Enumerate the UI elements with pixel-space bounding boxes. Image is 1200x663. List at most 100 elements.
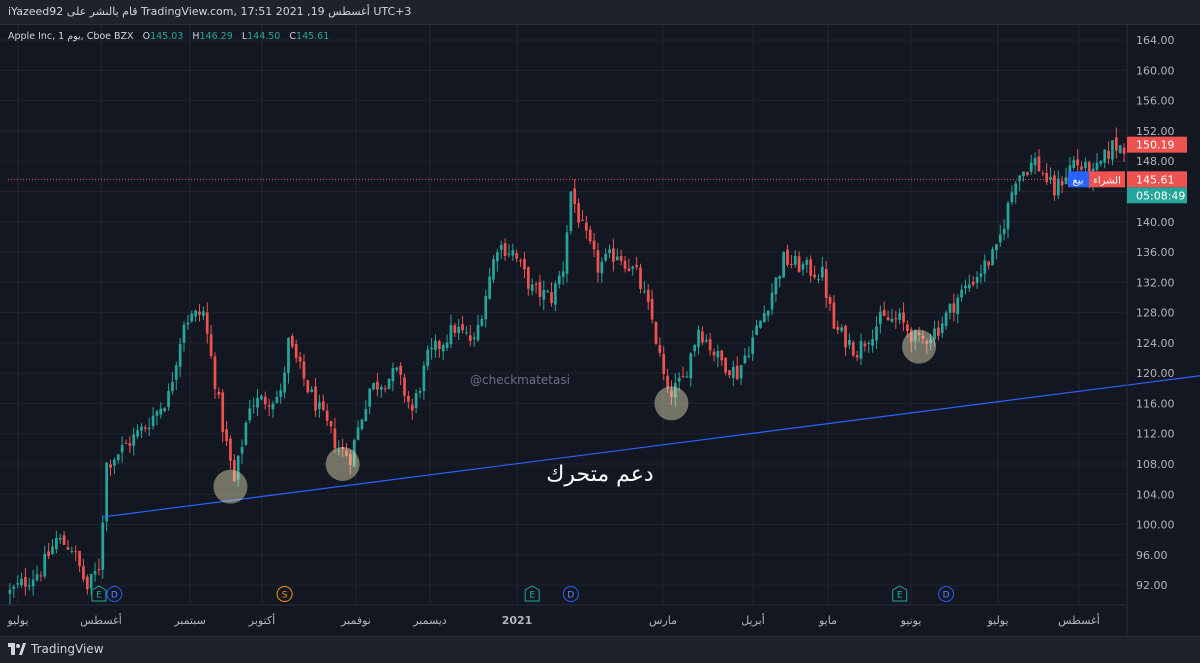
- support-touch-marker: [213, 469, 248, 504]
- candle-body: [960, 289, 963, 298]
- candle-body: [940, 323, 944, 334]
- legend: Apple Inc, 1 يوم, Cboe BZX O145.03 H146.…: [8, 31, 329, 42]
- candle-body: [844, 325, 847, 348]
- price-tag-label: 150.19: [1136, 139, 1175, 152]
- event-label: D: [943, 591, 950, 601]
- candle-body: [987, 261, 991, 266]
- candle-body: [480, 319, 484, 326]
- candle-body: [209, 334, 213, 356]
- candle-body: [476, 325, 480, 341]
- candle-body: [101, 522, 105, 570]
- candle-body: [882, 309, 886, 316]
- candle-body: [526, 267, 530, 289]
- sell-button[interactable]: بيع: [1068, 171, 1089, 188]
- x-tick-label: 2021: [502, 614, 533, 627]
- x-tick-label: أغسطس: [80, 613, 122, 627]
- candle-body: [917, 332, 921, 335]
- candle-body: [418, 390, 422, 393]
- candle-body: [151, 415, 155, 427]
- candle-body: [503, 243, 507, 257]
- candle-body: [848, 339, 851, 345]
- candle-body: [728, 370, 731, 376]
- candle-body: [182, 324, 186, 343]
- candle-body: [124, 442, 128, 444]
- candle-body: [995, 244, 998, 251]
- candle-body: [155, 411, 159, 416]
- watermark-text: @checkmatetasi: [470, 373, 570, 387]
- candle-body: [1103, 149, 1107, 163]
- candle-body: [163, 408, 167, 412]
- candle-body: [356, 427, 360, 440]
- candle-body: [62, 535, 66, 545]
- candle-body: [244, 422, 248, 445]
- candle-body: [229, 438, 232, 461]
- candle-body: [488, 276, 491, 300]
- candle-body: [240, 447, 244, 454]
- candle-body: [639, 267, 642, 289]
- candle-body: [855, 355, 859, 358]
- tradingview-logo[interactable]: TradingView: [8, 642, 104, 656]
- candle-body: [681, 376, 685, 378]
- candle-body: [1045, 173, 1049, 182]
- candle-body: [128, 443, 132, 446]
- candle-body: [205, 312, 209, 334]
- candle-body: [1002, 228, 1006, 235]
- candle-body: [426, 349, 430, 366]
- countdown-label: 05:08:49: [1136, 189, 1185, 202]
- candle-body: [979, 273, 983, 277]
- candle-body: [484, 296, 488, 320]
- dividend-event-icon[interactable]: D: [938, 586, 955, 602]
- dividend-event-icon[interactable]: D: [106, 586, 123, 602]
- candle-body: [70, 551, 74, 553]
- candle-body: [345, 450, 348, 457]
- event-label: E: [897, 591, 903, 601]
- candle-body: [890, 318, 894, 322]
- candle-body: [55, 538, 58, 550]
- candle-body: [321, 401, 325, 410]
- candle-body: [538, 281, 542, 297]
- candle-body: [909, 329, 913, 343]
- candle-body: [913, 330, 917, 342]
- candle-body: [898, 313, 902, 321]
- candle-body: [550, 292, 553, 303]
- candle-body: [190, 313, 194, 322]
- candle-body: [410, 404, 414, 411]
- candle-body: [337, 449, 341, 451]
- candlestick-chart[interactable]: EDSEDEDEDED @checkmatetasi دعم متحرك App…: [0, 0, 1200, 636]
- candle-body: [840, 327, 844, 332]
- candle-body: [24, 577, 27, 587]
- earnings-event-icon[interactable]: E: [892, 585, 908, 602]
- candle-body: [1072, 160, 1076, 168]
- candle-body: [379, 386, 383, 390]
- candle-body: [31, 579, 35, 587]
- candle-body: [1087, 162, 1091, 180]
- candles-layer: [8, 127, 1126, 605]
- candle-body: [720, 350, 724, 361]
- split-event-icon[interactable]: S: [276, 586, 293, 602]
- candle-body: [770, 292, 774, 310]
- candle-body: [646, 289, 650, 302]
- candle-body: [871, 339, 874, 346]
- price-tag-label: 145.61: [1136, 173, 1175, 186]
- candle-body: [116, 454, 120, 461]
- candle-body: [403, 377, 406, 396]
- candle-body: [82, 565, 85, 580]
- buy-button[interactable]: الشراء: [1089, 171, 1125, 188]
- event-label: E: [529, 591, 535, 601]
- candle-body: [78, 550, 81, 566]
- support-touch-marker: [902, 329, 937, 364]
- candle-body: [298, 356, 302, 362]
- earnings-event-icon[interactable]: E: [91, 585, 107, 602]
- buy-button-label: الشراء: [1093, 175, 1121, 186]
- candle-body: [677, 377, 681, 382]
- publisher-header-text: iYazeed92 قام بالنشر على TradingView.com…: [8, 5, 412, 18]
- candle-body: [813, 274, 816, 278]
- y-tick-label: 136.00: [1136, 246, 1175, 259]
- dividend-event-icon[interactable]: D: [562, 586, 579, 602]
- earnings-event-icon[interactable]: E: [524, 585, 540, 602]
- candle-body: [232, 460, 236, 482]
- candle-body: [93, 571, 97, 575]
- candle-body: [786, 249, 789, 265]
- candle-body: [875, 326, 878, 341]
- candle-body: [515, 253, 519, 259]
